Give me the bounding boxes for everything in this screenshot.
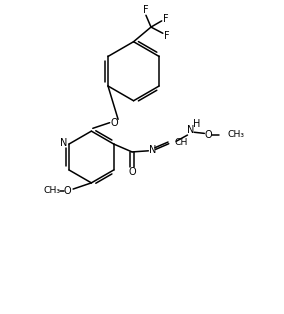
Text: O: O — [204, 129, 212, 139]
Text: CH₃: CH₃ — [43, 186, 60, 195]
Text: N: N — [187, 125, 194, 135]
Text: O: O — [64, 186, 71, 196]
Text: F: F — [143, 5, 149, 15]
Text: CH: CH — [175, 138, 188, 147]
Text: N: N — [149, 145, 156, 155]
Text: F: F — [163, 14, 169, 24]
Text: N: N — [60, 138, 68, 148]
Text: O: O — [128, 167, 136, 177]
Text: CH₃: CH₃ — [227, 130, 244, 139]
Text: O: O — [110, 118, 118, 128]
Text: F: F — [164, 30, 170, 41]
Text: H: H — [193, 119, 201, 129]
